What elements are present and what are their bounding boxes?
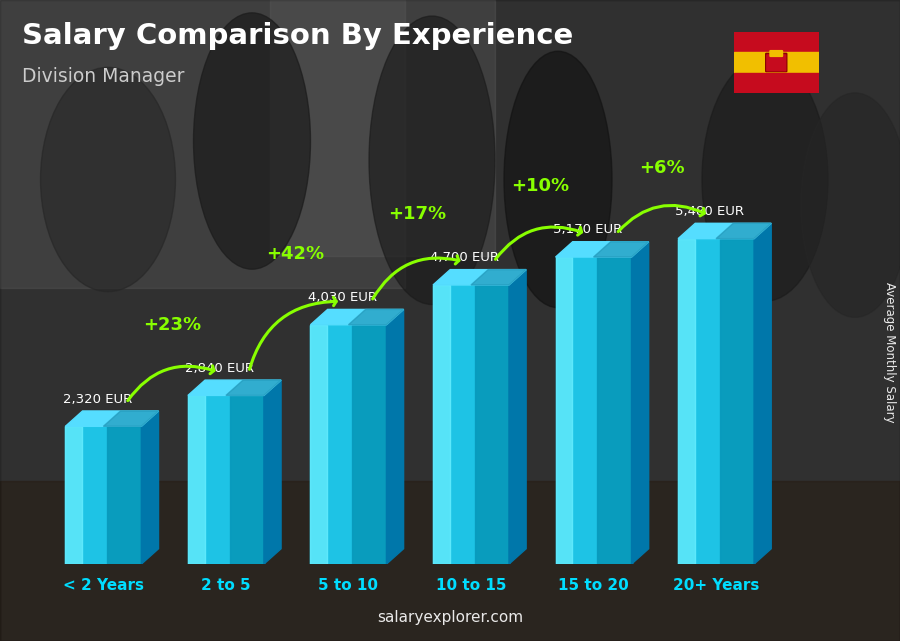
Polygon shape: [754, 223, 771, 564]
Ellipse shape: [504, 51, 612, 308]
Ellipse shape: [369, 16, 495, 304]
Text: 4,700 EUR: 4,700 EUR: [430, 251, 500, 264]
Polygon shape: [66, 426, 82, 564]
Text: 4,030 EUR: 4,030 EUR: [308, 291, 377, 304]
Text: 5,170 EUR: 5,170 EUR: [553, 224, 622, 237]
Polygon shape: [226, 380, 281, 395]
Bar: [734, 32, 819, 52]
FancyBboxPatch shape: [770, 51, 782, 56]
Text: +23%: +23%: [143, 315, 202, 333]
Polygon shape: [188, 395, 264, 564]
Polygon shape: [188, 395, 204, 564]
Polygon shape: [593, 242, 649, 257]
Polygon shape: [720, 238, 754, 564]
Ellipse shape: [40, 67, 176, 292]
Polygon shape: [204, 395, 230, 564]
Bar: [270, 0, 495, 256]
Polygon shape: [386, 310, 403, 564]
Ellipse shape: [801, 93, 900, 317]
Polygon shape: [695, 238, 720, 564]
Text: Average Monthly Salary: Average Monthly Salary: [883, 282, 896, 423]
Polygon shape: [471, 270, 526, 285]
Polygon shape: [555, 257, 572, 564]
Bar: [734, 73, 819, 93]
FancyBboxPatch shape: [767, 55, 786, 71]
Polygon shape: [509, 270, 526, 564]
Polygon shape: [555, 257, 632, 564]
Polygon shape: [433, 285, 509, 564]
Bar: [0, 481, 900, 641]
Text: +10%: +10%: [511, 178, 569, 196]
Polygon shape: [82, 426, 107, 564]
Polygon shape: [230, 395, 264, 564]
Polygon shape: [433, 285, 450, 564]
Text: Division Manager: Division Manager: [22, 67, 185, 87]
Polygon shape: [632, 242, 649, 564]
Polygon shape: [352, 325, 386, 564]
Polygon shape: [66, 426, 141, 564]
Polygon shape: [188, 380, 281, 395]
Polygon shape: [678, 223, 771, 238]
Text: +17%: +17%: [388, 205, 446, 223]
Polygon shape: [572, 257, 598, 564]
Ellipse shape: [194, 13, 310, 269]
Text: +42%: +42%: [266, 245, 324, 263]
Text: Salary Comparison By Experience: Salary Comparison By Experience: [22, 22, 574, 51]
FancyBboxPatch shape: [766, 53, 787, 72]
Polygon shape: [678, 238, 695, 564]
Text: 2,320 EUR: 2,320 EUR: [63, 393, 132, 406]
Polygon shape: [450, 285, 475, 564]
Text: 2,840 EUR: 2,840 EUR: [185, 362, 255, 375]
Bar: [734, 52, 819, 73]
Polygon shape: [433, 270, 526, 285]
Polygon shape: [475, 285, 509, 564]
Polygon shape: [310, 310, 403, 325]
Polygon shape: [348, 310, 403, 325]
Polygon shape: [598, 257, 632, 564]
Polygon shape: [678, 238, 754, 564]
Polygon shape: [310, 325, 386, 564]
Ellipse shape: [702, 58, 828, 301]
Polygon shape: [66, 411, 158, 426]
Text: salaryexplorer.com: salaryexplorer.com: [377, 610, 523, 625]
Text: +6%: +6%: [640, 159, 685, 177]
Text: 5,480 EUR: 5,480 EUR: [675, 205, 744, 218]
Polygon shape: [107, 426, 141, 564]
Polygon shape: [264, 380, 281, 564]
Polygon shape: [716, 223, 771, 238]
Bar: [0, 0, 405, 288]
Polygon shape: [555, 242, 649, 257]
Polygon shape: [310, 325, 328, 564]
Polygon shape: [104, 411, 158, 426]
Polygon shape: [328, 325, 352, 564]
Polygon shape: [141, 411, 158, 564]
